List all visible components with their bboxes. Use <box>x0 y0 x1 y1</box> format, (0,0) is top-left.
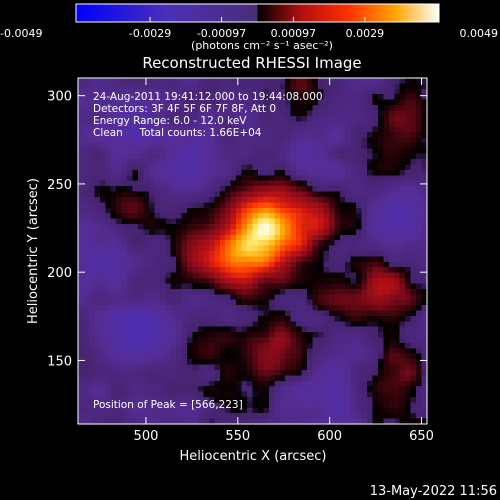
colorbar-tick-label: -0.0049 <box>0 27 42 40</box>
y-axis-label: Heliocentric Y (arcsec) <box>26 178 41 324</box>
x-tick-label: 550 <box>225 429 250 444</box>
x-tick-label: 500 <box>134 429 159 444</box>
y-tick-label: 150 <box>47 354 72 369</box>
footer-timestamp: 13-May-2022 11:56 <box>370 484 497 499</box>
colorbar-tick-label: -0.0029 <box>129 27 171 40</box>
annotation-detectors: Detectors: 3F 4F 5F 6F 7F 8F, Att 0 <box>93 103 276 115</box>
annotation-energy-range: Energy Range: 6.0 - 12.0 keV <box>93 115 247 127</box>
annotation-clean-counts: Clean Total counts: 1.66E+04 <box>93 127 262 139</box>
y-tick-label: 250 <box>47 178 72 193</box>
y-tick-label: 200 <box>47 266 72 281</box>
y-tick-label: 300 <box>47 90 72 105</box>
colorbar-ticks: -0.0049 -0.0029 -0.00097 0.00097 0.0029 0.004… <box>0 17 498 40</box>
annotation-time-range: 24-Aug-2011 19:41:12.000 to 19:44:08.000 <box>93 91 323 103</box>
peak-position-label: Position of Peak = [566,223] <box>93 399 243 411</box>
colorbar-tick-label: 0.00097 <box>271 27 317 40</box>
colorbar-units-label: (photons cm⁻² s⁻¹ asec⁻²) <box>191 39 333 52</box>
chart-title: Reconstructed RHESSI Image <box>142 54 361 72</box>
colorbar <box>75 3 440 23</box>
axis-ticks: 500 550 600 650 150 200 250 300 <box>47 78 434 444</box>
x-tick-label: 650 <box>409 429 434 444</box>
colorbar-tick-label: -0.00097 <box>197 27 246 40</box>
x-tick-label: 600 <box>317 429 342 444</box>
x-axis-label: Heliocentric X (arcsec) <box>180 449 327 464</box>
heatmap-image <box>78 78 427 424</box>
plot-frame <box>77 77 428 425</box>
colorbar-tick-label: 0.0029 <box>346 27 385 40</box>
colorbar-tick-label: 0.0049 <box>460 27 499 40</box>
